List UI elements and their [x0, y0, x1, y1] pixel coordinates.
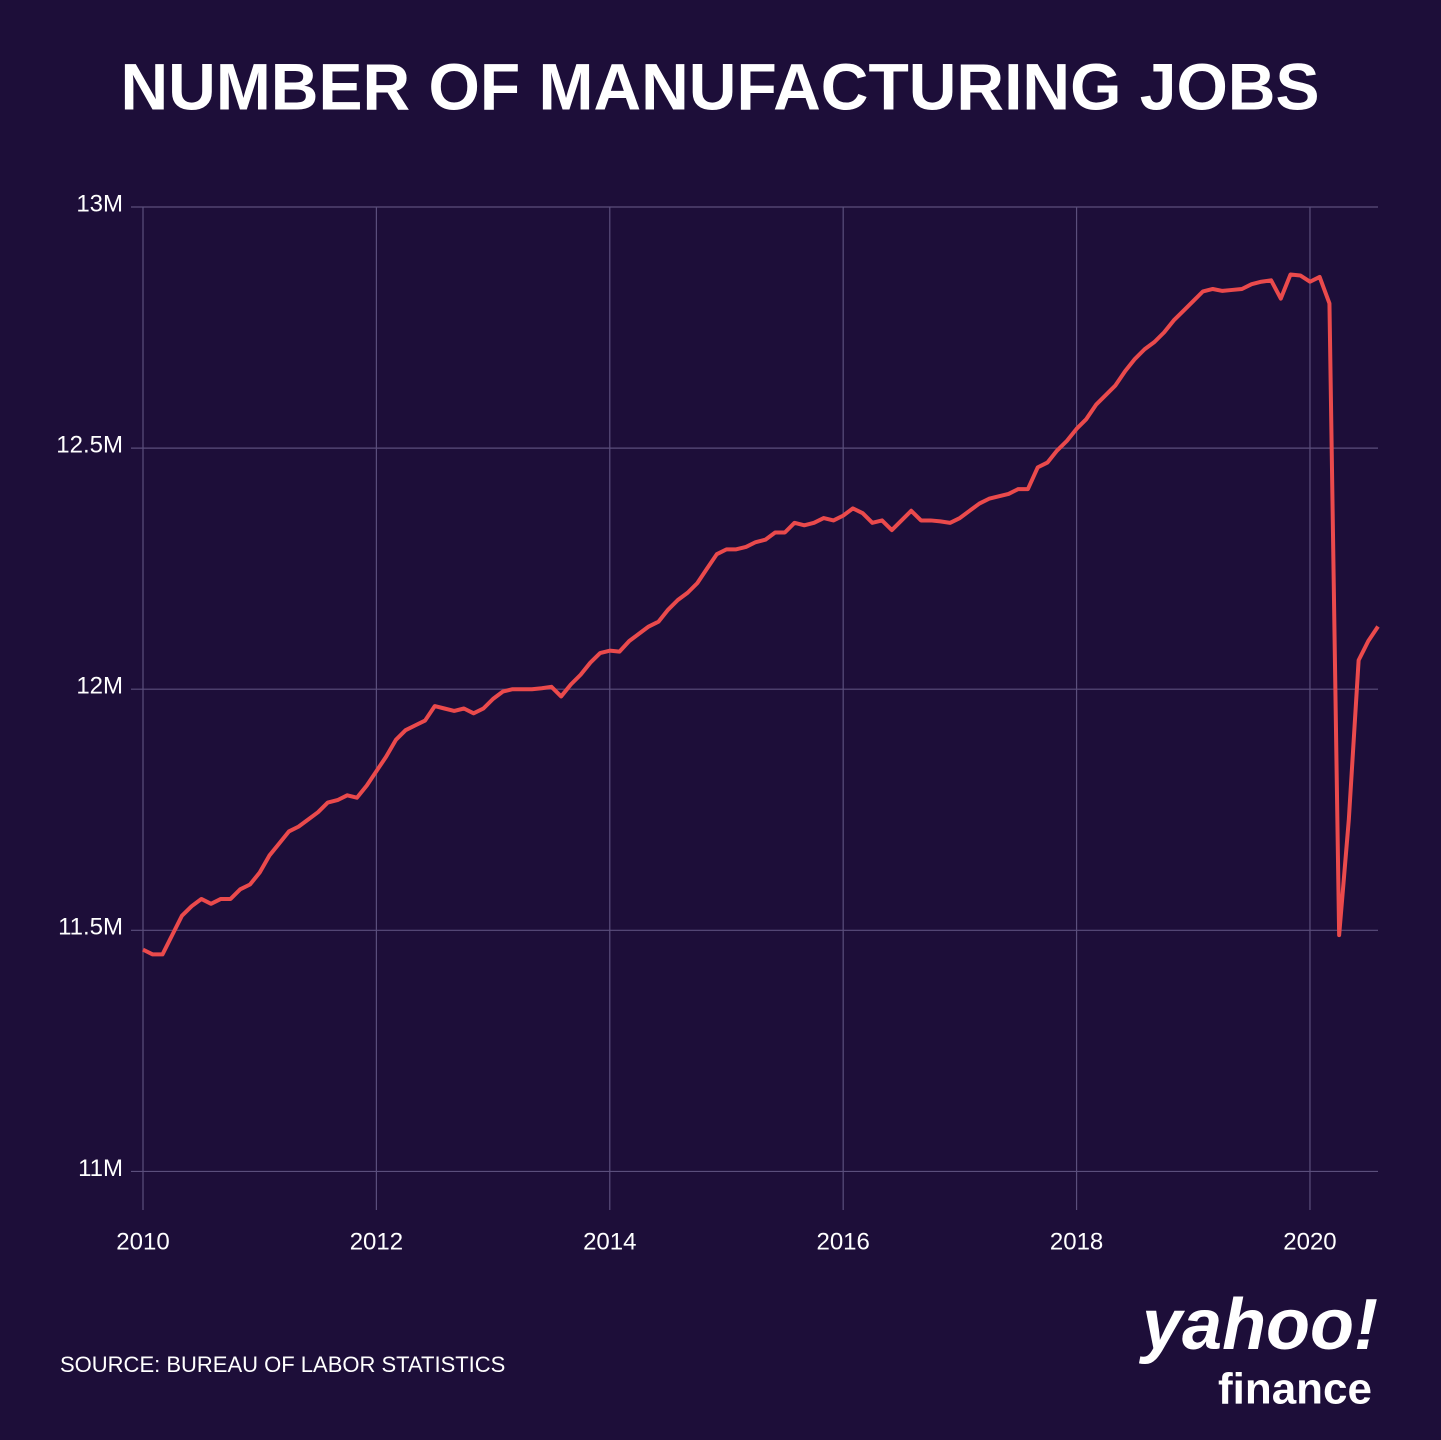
x-tick-label: 2012: [350, 1228, 403, 1255]
x-tick-label: 2018: [1050, 1228, 1103, 1255]
logo-product: finance: [1218, 1365, 1372, 1414]
y-tick-label: 13M: [76, 190, 123, 217]
chart-title: NUMBER OF MANUFACTURING JOBS: [121, 49, 1320, 123]
data-line: [142, 272, 1380, 957]
x-tick-label: 2010: [116, 1228, 169, 1255]
y-tick-label: 12M: [76, 673, 123, 700]
x-tick-label: 2020: [1283, 1228, 1336, 1255]
y-tick-label: 11M: [78, 1155, 123, 1182]
x-tick-label: 2016: [816, 1228, 869, 1255]
x-tick-label: 2014: [583, 1228, 636, 1255]
y-tick-label: 11.5M: [58, 914, 123, 941]
logo-brand: yahoo!: [1139, 1285, 1378, 1365]
y-tick-label: 12.5M: [56, 431, 123, 458]
source-note: SOURCE: BUREAU OF LABOR STATISTICS: [60, 1352, 505, 1377]
